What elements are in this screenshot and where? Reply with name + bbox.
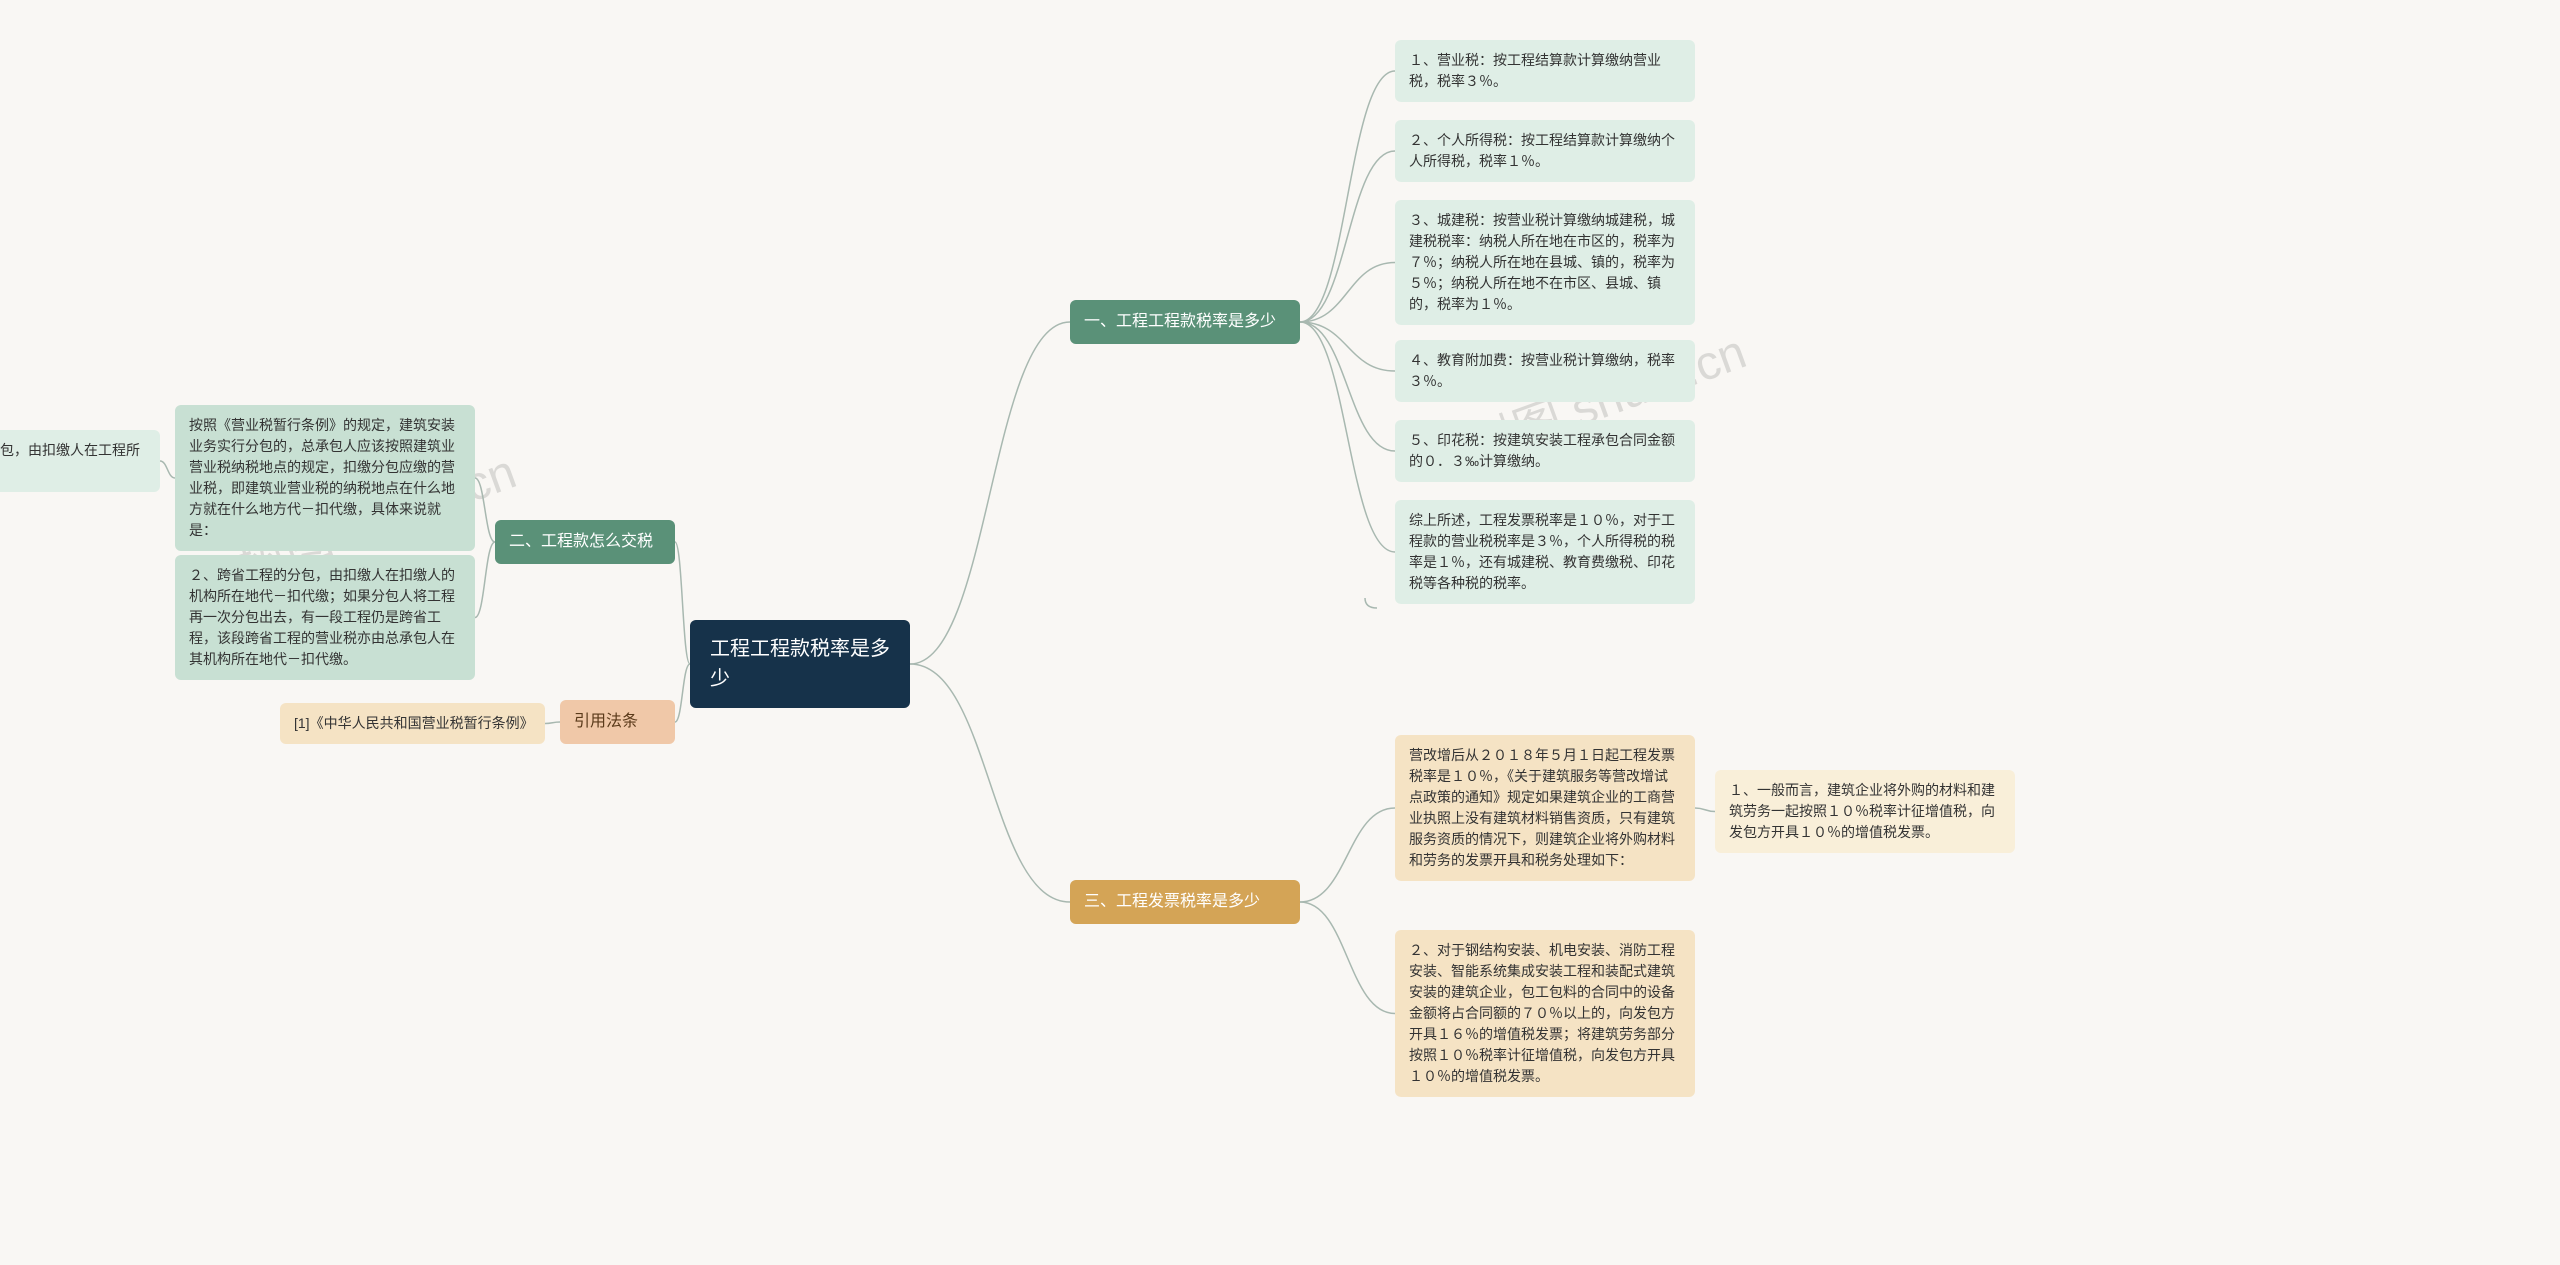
leaf-node[interactable]: ３、城建税：按营业税计算缴纳城建税，城建税税率：纳税人所在地在市区的，税率为７％… xyxy=(1395,200,1695,325)
leaf-node[interactable]: 按照《营业税暂行条例》的规定，建筑安装业务实行分包的，总承包人应该按照建筑业营业… xyxy=(175,405,475,551)
leaf-node[interactable]: ４、教育附加费：按营业税计算缴纳，税率３％。 xyxy=(1395,340,1695,402)
leaf-node[interactable]: ２、跨省工程的分包，由扣缴人在扣缴人的机构所在地代－扣代缴；如果分包人将工程再一… xyxy=(175,555,475,680)
leaf-node[interactable]: ５、印花税：按建筑安装工程承包合同金额的０．３‰计算缴纳。 xyxy=(1395,420,1695,482)
leaf-node[interactable]: 综上所述，工程发票税率是１０％，对于工程款的营业税税率是３％，个人所得税的税率是… xyxy=(1395,500,1695,604)
branch-references[interactable]: 引用法条 xyxy=(560,700,675,744)
branch-section-2[interactable]: 二、工程款怎么交税 xyxy=(495,520,675,564)
leaf-node[interactable]: １、营业税：按工程结算款计算缴纳营业税，税率３％。 xyxy=(1395,40,1695,102)
leaf-node[interactable]: ２、个人所得税：按工程结算款计算缴纳个人所得税，税率１％。 xyxy=(1395,120,1695,182)
branch-section-3[interactable]: 三、工程发票税率是多少 xyxy=(1070,880,1300,924)
branch-section-1[interactable]: 一、工程工程款税率是多少 xyxy=(1070,300,1300,344)
leaf-node[interactable]: 营改增后从２０１８年５月１日起工程发票税率是１０％，《关于建筑服务等营改增试点政… xyxy=(1395,735,1695,881)
leaf-node[interactable]: ２、对于钢结构安装、机电安装、消防工程安装、智能系统集成安装工程和装配式建筑安装… xyxy=(1395,930,1695,1097)
leaf-node[interactable]: [1]《中华人民共和国营业税暂行条例》 xyxy=(280,703,545,744)
leaf-node[interactable]: １、非跨省工程的分包，由扣缴人在工程所在地代－扣代缴。 xyxy=(0,430,160,492)
leaf-node[interactable]: １、一般而言，建筑企业将外购的材料和建筑劳务一起按照１０％税率计征增值税，向发包… xyxy=(1715,770,2015,853)
mindmap-root[interactable]: 工程工程款税率是多少 xyxy=(690,620,910,708)
